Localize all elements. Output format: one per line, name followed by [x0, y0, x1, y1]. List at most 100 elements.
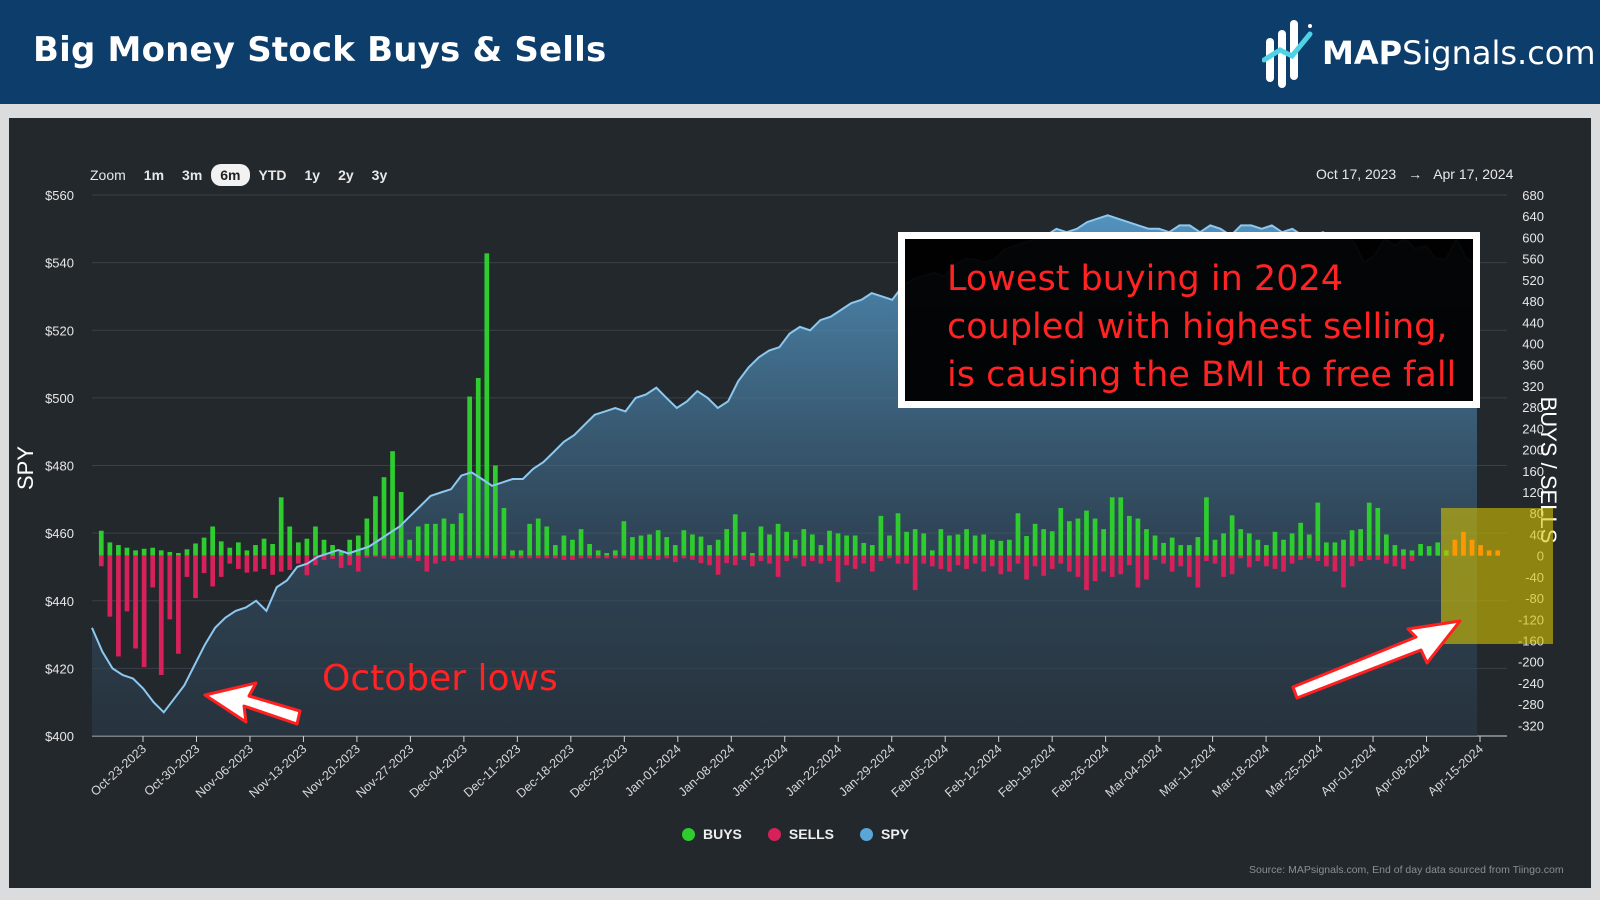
x-tick-label: Jan-22-2024 — [783, 742, 845, 799]
legend-item-buys[interactable]: BUYS — [682, 826, 742, 842]
y-left-tick-label: $460 — [45, 526, 74, 541]
x-tick-label: Jan-08-2024 — [676, 742, 738, 799]
buy-bar — [698, 536, 704, 556]
sell-bar — [1186, 555, 1192, 577]
sell-bar — [1152, 555, 1158, 560]
sell-bar — [561, 555, 567, 560]
buy-bar — [501, 507, 507, 556]
sell-bar — [1101, 555, 1106, 572]
sell-bar — [801, 555, 807, 567]
sell-bar — [1015, 555, 1021, 564]
buy-bar — [1024, 536, 1029, 556]
sell-bar — [1375, 555, 1381, 560]
y-left-axis-label: SPY — [13, 446, 38, 490]
zoom-3y-button[interactable]: 3y — [371, 167, 388, 183]
sell-bar — [381, 555, 387, 559]
sell-bar — [878, 555, 884, 561]
zoom-3m-button[interactable]: 3m — [182, 167, 203, 183]
sell-bar — [767, 555, 772, 564]
sell-bar — [604, 555, 610, 559]
buy-bar — [158, 550, 164, 556]
buy-bar — [450, 523, 455, 556]
y-left-tick-label: $520 — [45, 323, 74, 338]
sell-bar — [921, 555, 927, 564]
sell-bar — [818, 555, 824, 564]
x-tick-label: Apr-01-2024 — [1318, 742, 1379, 799]
buy-bar — [338, 551, 344, 556]
buy-bar — [1264, 545, 1269, 556]
sell-bar — [544, 555, 550, 559]
buy-bar — [1049, 531, 1055, 556]
sell-bar — [655, 555, 661, 560]
buy-bar — [1229, 515, 1235, 556]
sell-bar — [835, 555, 841, 583]
zoom-ytd-button[interactable]: YTD — [258, 167, 287, 183]
sell-bar — [1401, 555, 1406, 569]
sell-bar — [861, 555, 867, 564]
sell-bar — [724, 555, 730, 564]
sell-bar — [664, 555, 670, 559]
legend-item-spy[interactable]: SPY — [860, 826, 909, 842]
sell-bar — [484, 555, 490, 559]
zoom-6m-button[interactable]: 6m — [211, 164, 250, 186]
sell-bar — [912, 555, 918, 591]
zoom-1y-button[interactable]: 1y — [304, 167, 321, 183]
x-tick-label: Apr-15-2024 — [1425, 742, 1486, 799]
sell-bar — [415, 555, 421, 561]
sell-bar — [407, 555, 413, 559]
buy-bar — [741, 531, 747, 556]
x-tick-label: Dec-25-2023 — [567, 742, 630, 801]
sell-bar — [1032, 555, 1038, 567]
buy-bar — [1306, 534, 1312, 556]
y-right-tick-label: 400 — [1522, 337, 1544, 352]
buy-bar — [458, 513, 464, 556]
sell-bar — [732, 555, 738, 566]
range-to[interactable]: Apr 17, 2024 — [1433, 166, 1514, 182]
buy-bar — [638, 535, 644, 556]
sell-bar — [1135, 555, 1141, 588]
buy-bar — [201, 537, 207, 556]
legend-item-sells[interactable]: SELLS — [767, 826, 834, 842]
buy-bar — [1495, 550, 1501, 556]
sell-bar — [690, 555, 695, 560]
x-tick-label: Jan-15-2024 — [729, 742, 791, 799]
zoom-2y-button[interactable]: 2y — [338, 167, 354, 183]
buy-bar — [176, 553, 181, 556]
source-note: Source: MAPsignals.com, End of day data … — [1249, 864, 1564, 876]
sell-bar — [1332, 555, 1338, 572]
y-right-tick-label: -280 — [1518, 697, 1544, 712]
zoom-1m-button[interactable]: 1m — [143, 167, 165, 183]
range-from[interactable]: Oct 17, 2023 — [1316, 166, 1397, 182]
y-right-tick-label: 480 — [1522, 294, 1544, 309]
buy-bar — [424, 523, 430, 556]
buy-bar — [1204, 497, 1209, 556]
sell-bar — [270, 555, 275, 575]
sell-bar — [141, 555, 147, 668]
sell-bar — [501, 555, 507, 559]
mapsignals-logo[interactable]: MAPSignals.com — [1262, 16, 1596, 92]
buy-bar — [1084, 510, 1089, 556]
sell-bar — [193, 555, 198, 599]
buy-bar — [261, 538, 267, 556]
buy-bar — [664, 537, 670, 556]
date-range[interactable]: Oct 17, 2023 → Apr 17, 2024 — [1316, 166, 1513, 182]
sell-bar — [698, 555, 704, 564]
sell-bar — [929, 555, 935, 567]
sell-bar — [852, 555, 858, 569]
buy-bar — [1041, 529, 1047, 556]
buy-bar — [253, 545, 258, 556]
buy-bar — [441, 518, 447, 556]
header-bar: Big Money Stock Buys & Sells MAPSignals.… — [0, 0, 1600, 104]
october-lows-annotation: October lows — [322, 658, 558, 699]
sell-bar — [1126, 555, 1132, 566]
sell-bar — [1092, 555, 1098, 582]
y-right-tick-label: 120 — [1522, 485, 1544, 500]
buy-bar — [878, 515, 884, 556]
buy-bar — [690, 534, 695, 556]
buy-bar — [210, 526, 216, 556]
buy-bar — [1058, 507, 1064, 556]
buy-bar — [895, 513, 901, 556]
x-tick-label: Feb-12-2024 — [942, 742, 1005, 800]
buy-bar — [1067, 521, 1072, 556]
sell-bar — [792, 555, 798, 559]
